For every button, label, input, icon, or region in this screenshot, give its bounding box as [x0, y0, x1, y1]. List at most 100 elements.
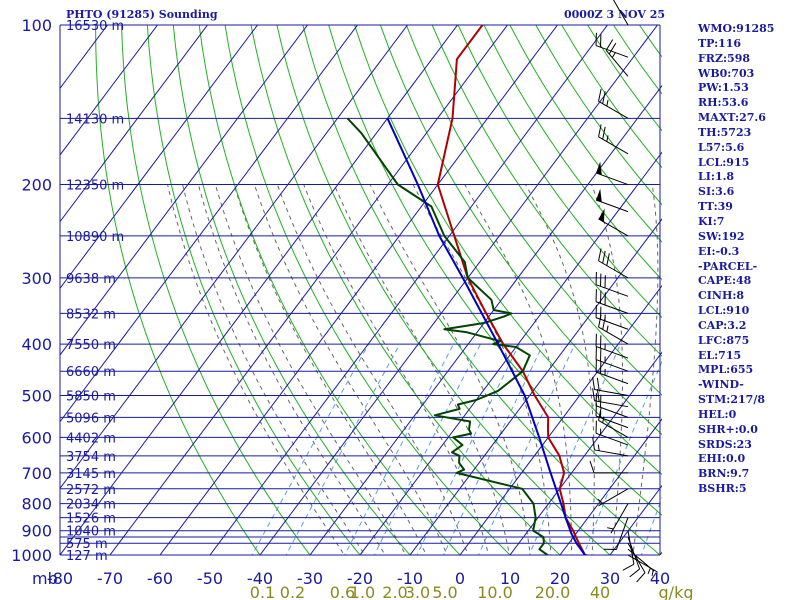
- moist-adiabat-line: [276, 184, 469, 555]
- wind-barb-full: [622, 563, 635, 571]
- pressure-tick-label: 600: [21, 428, 52, 447]
- height-label: 1526 m: [66, 512, 116, 527]
- index-item: -PARCEL-: [698, 259, 758, 273]
- isotherm-line: [309, 84, 662, 555]
- wind-barb-half: [606, 99, 609, 107]
- dry-adiabat-line: [276, 25, 611, 555]
- height-label: 575 m: [66, 537, 108, 552]
- mixing-ratio-label: 10.0: [477, 583, 513, 600]
- index-item: LCL:915: [698, 155, 750, 169]
- isotherm-line: [359, 151, 662, 555]
- index-item: RH:53.6: [698, 96, 749, 110]
- height-label: 8532 m: [66, 307, 116, 322]
- index-item: WMO:91285: [698, 22, 775, 35]
- wind-barb-full: [608, 42, 617, 55]
- wind-barb-flag: [596, 161, 602, 175]
- moist-adiabat-line: [253, 184, 448, 555]
- isotherm-line: [60, 25, 259, 290]
- index-item: EI:-0.3: [698, 244, 740, 258]
- index-item: PW:1.53: [698, 81, 749, 95]
- index-item: LCL:910: [698, 304, 750, 318]
- mixing-ratio-label: 5.0: [432, 583, 457, 600]
- wind-barb-full: [592, 388, 596, 401]
- index-item: CAPE:48: [698, 274, 752, 288]
- wind-barb-staff: [598, 100, 629, 119]
- wind-barb: [595, 289, 629, 314]
- moist-adiabats: [167, 184, 659, 555]
- wind-barb-staff: [595, 172, 629, 186]
- temperature-tick-label: 10: [500, 569, 520, 588]
- index-item: TP:116: [698, 36, 742, 50]
- isotherm-line: [259, 25, 659, 555]
- isotherm-line: [209, 25, 609, 555]
- moist-adiabat-line: [182, 184, 366, 555]
- wind-barb: [595, 32, 629, 58]
- isotherm-line: [159, 25, 559, 555]
- parcel-profile-line: [386, 117, 590, 555]
- index-item: TT:39: [698, 200, 733, 214]
- height-label: 1040 m: [66, 525, 116, 540]
- mixing-ratio-line: [416, 343, 520, 555]
- wind-barb-staff: [595, 432, 629, 446]
- index-item: EHI:0.0: [698, 452, 746, 466]
- temperature-tick-label: 0: [455, 569, 465, 588]
- mixing-ratio-line: [344, 343, 454, 555]
- wind-barb: [612, 0, 629, 26]
- temperature-tick-label: -10: [397, 569, 423, 588]
- wind-barb-half: [647, 567, 651, 575]
- mixing-ratio-lines: [251, 343, 662, 555]
- wind-barb: [598, 407, 629, 438]
- wind-barb-staff: [595, 45, 629, 58]
- moist-adiabat-line: [167, 184, 345, 555]
- mixing-ratio-line: [478, 343, 576, 555]
- wind-barb-half: [607, 527, 614, 530]
- index-item: TH:5723: [698, 125, 752, 139]
- wind-barb-staff: [598, 136, 629, 155]
- wind-barb-staff: [595, 317, 629, 330]
- wind-barbs: [589, 0, 658, 583]
- wind-barb-staff: [595, 371, 629, 385]
- dry-adiabat-line: [198, 25, 461, 555]
- wind-barb-staff: [594, 389, 629, 396]
- height-label: 6660 m: [66, 365, 116, 380]
- dry-adiabat-line: [457, 25, 662, 319]
- wind-barb-full: [598, 248, 602, 261]
- wind-barb-full: [602, 126, 606, 140]
- isotherm-line: [459, 284, 662, 555]
- isotherms: [60, 25, 662, 555]
- temperature-tick-label: -50: [197, 569, 223, 588]
- index-item: CINH:8: [698, 289, 745, 303]
- mixing-ratio-label: 0.6: [330, 583, 355, 600]
- dry-adiabat-line: [121, 25, 311, 555]
- wind-barb-flag: [596, 188, 602, 203]
- mixing-ratio-label: 2.0: [382, 583, 407, 600]
- temperature-tick-label: -30: [297, 569, 323, 588]
- dry-adiabat-line: [224, 25, 511, 555]
- moist-adiabat-line: [197, 184, 386, 555]
- index-item: L57:5.6: [698, 140, 745, 154]
- sounding-time: 0000Z 3 NOV 25: [564, 8, 666, 21]
- mixing-ratio-label: 0.2: [280, 583, 305, 600]
- dry-adiabat-line: [95, 25, 261, 555]
- pressure-tick-label: 200: [21, 176, 52, 195]
- wind-barb-staff: [595, 199, 629, 213]
- dry-adiabat-line: [172, 25, 411, 555]
- wind-barb: [589, 460, 628, 474]
- index-item: -WIND-: [698, 378, 744, 392]
- wind-barb-full: [596, 389, 600, 402]
- temperature-tick-label: -60: [147, 569, 173, 588]
- height-label: 14130 m: [66, 112, 124, 127]
- mixing-ratio-line: [443, 343, 544, 555]
- index-item: MAXT:27.6: [698, 111, 766, 125]
- height-label: 2034 m: [66, 498, 116, 513]
- index-item: WB0:703: [698, 66, 755, 80]
- dry-adiabat-line: [483, 25, 662, 281]
- moist-adiabat-line: [412, 184, 552, 555]
- height-labels: 16530 m 14130 m 12350 m 10890 m 9638 m 8532 m…: [66, 19, 124, 564]
- wind-barb: [622, 530, 635, 571]
- wind-barb-staff: [595, 284, 629, 297]
- wind-barb-staff: [612, 0, 629, 26]
- mixing-ratio-label: 3.0: [405, 583, 430, 600]
- mixing-ratio-line: [285, 343, 401, 555]
- wind-barb-staff: [595, 359, 629, 372]
